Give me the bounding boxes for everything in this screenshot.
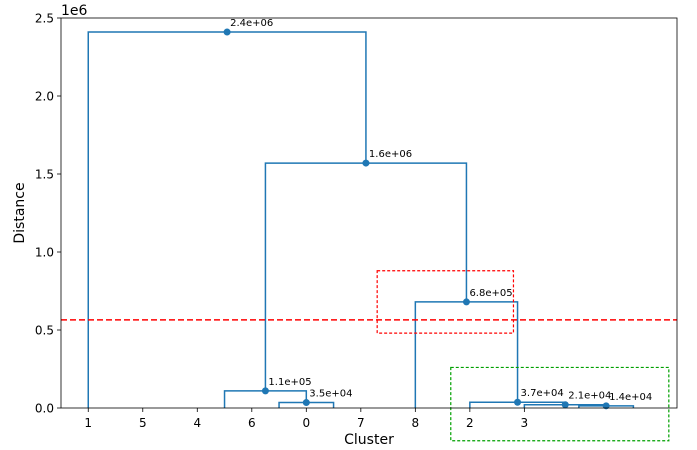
leaf-label: 7 <box>357 416 365 430</box>
y-tick-label: 0.5 <box>35 324 54 338</box>
merge-distance-label: 3.5e+04 <box>309 389 352 400</box>
dendrogram-links <box>87 31 635 408</box>
merge-node-point <box>362 159 370 167</box>
merge-nodes: 3.5e+041.1e+05 1.4e+042.1e+04 3.7e+04 6.8e+… <box>223 18 652 410</box>
y-tick-label: 1.0 <box>35 246 54 260</box>
green-highlight-box <box>450 366 670 442</box>
x-axis-label: Cluster <box>344 432 394 448</box>
y-tick-label: 1.5 <box>35 168 54 182</box>
leaf-label: 3 <box>521 416 529 430</box>
y-tick-label: 2.0 <box>35 90 54 104</box>
dendrogram-link <box>87 31 367 408</box>
leaf-label: 5 <box>139 416 147 430</box>
merge-distance-label: 1.6e+06 <box>369 149 412 160</box>
plot-frame <box>60 17 678 409</box>
y-tick-label: 0.0 <box>35 402 54 416</box>
dendrogram-link <box>264 162 468 391</box>
merge-distance-label: 2.1e+04 <box>568 391 611 402</box>
red-highlight-box <box>376 270 515 334</box>
merge-node-point <box>514 398 522 406</box>
axes: 0.0 0.5 1.0 1.5 2.0 2.5 1 5 4 6 0 7 8 2 3 <box>35 12 528 431</box>
leaf-label: 0 <box>302 416 310 430</box>
leaf-label: 1 <box>84 416 92 430</box>
merge-node-point <box>261 387 269 395</box>
merge-distance-label: 1.1e+05 <box>268 377 311 388</box>
highlight-boxes <box>376 270 670 442</box>
merge-distance-label: 1.4e+04 <box>609 392 652 403</box>
merge-node-point <box>561 401 569 409</box>
merge-node-point <box>602 402 610 410</box>
merge-node-point <box>462 298 470 306</box>
dendrogram-link <box>414 301 519 408</box>
merge-distance-label: 3.7e+04 <box>521 388 564 399</box>
y-tick-label: 2.5 <box>35 12 54 26</box>
y-axis-label: Distance <box>12 182 28 243</box>
y-axis-multiplier: 1e6 <box>61 3 88 19</box>
merge-node-point <box>302 399 310 407</box>
merge-distance-label: 6.8e+05 <box>469 288 512 299</box>
leaf-label: 6 <box>248 416 256 430</box>
leaf-label: 4 <box>193 416 201 430</box>
merge-node-point <box>223 28 231 36</box>
leaf-label: 8 <box>412 416 420 430</box>
leaf-label: 2 <box>466 416 474 430</box>
merge-distance-label: 2.4e+06 <box>230 18 273 29</box>
